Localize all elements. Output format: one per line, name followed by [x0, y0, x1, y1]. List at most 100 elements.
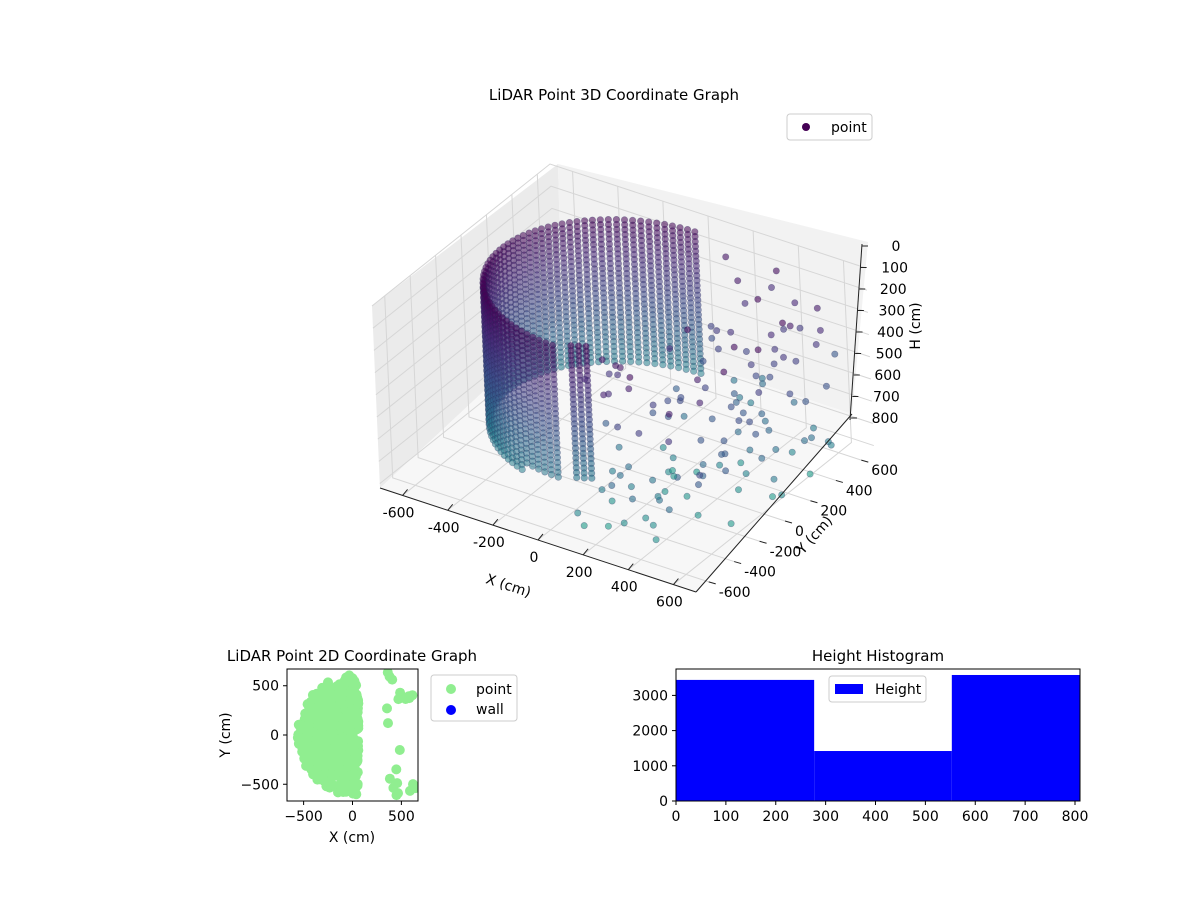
x-tick-label: 200 [566, 565, 593, 581]
point-2d [319, 776, 330, 787]
point-3d [670, 472, 678, 480]
point-2d [349, 753, 360, 764]
point-3d [635, 358, 643, 366]
x-axis-label-3d: X (cm) [484, 571, 533, 601]
point-3d [802, 397, 810, 405]
point-3d [573, 473, 581, 482]
point-3d [767, 283, 775, 291]
point-3d [659, 361, 667, 369]
plot-frame-histogram [675, 668, 1081, 802]
point-2d [308, 769, 319, 780]
point-2d [320, 706, 331, 717]
y-tick-label-hist: 2000 [632, 724, 668, 740]
x-tick-label-hist: 800 [1062, 809, 1089, 825]
legend-3d-marker [802, 123, 810, 131]
point-3d [643, 359, 651, 367]
x-tick-mark [673, 578, 679, 585]
point-3d [518, 465, 526, 474]
point-3d [771, 345, 779, 353]
grid-line-x [447, 186, 627, 511]
point-2d [338, 678, 349, 689]
point-2d [345, 780, 356, 791]
point-3d [752, 430, 760, 438]
grid-line-y [409, 275, 735, 563]
x-tick-mark [537, 533, 544, 541]
point-3d [697, 369, 705, 378]
point-3d [625, 385, 633, 393]
y-tick-label: 200 [820, 504, 847, 520]
point-3d [767, 331, 775, 339]
point-3d [665, 438, 673, 446]
legend-3d-box [786, 113, 873, 141]
point-2d [335, 692, 346, 703]
point-3d [651, 360, 659, 368]
point-3d [672, 385, 680, 393]
point-3d [742, 347, 750, 355]
histogram-bar [814, 751, 952, 801]
x-tick-label: 400 [611, 580, 638, 596]
point-2d [313, 729, 324, 740]
point-3d [739, 409, 747, 417]
point-3d [730, 390, 738, 398]
point-3d [652, 536, 660, 544]
point-2d [384, 773, 395, 784]
point-3d [694, 481, 702, 489]
point-2d [345, 734, 356, 745]
histogram-bars [676, 674, 1080, 801]
point-3d [722, 253, 730, 261]
point-3d [717, 450, 725, 458]
point-3d [790, 398, 798, 406]
y-tick-label-hist: 1000 [632, 759, 668, 775]
y-tick-mark [734, 561, 742, 565]
legend-3d: point [786, 113, 873, 141]
x-tick-mark [402, 489, 408, 496]
point-3d [707, 322, 715, 330]
x-tick-mark [447, 503, 454, 511]
point-3d [816, 326, 824, 334]
point-2d [314, 718, 324, 729]
point-3d [720, 368, 728, 376]
point-3d [807, 434, 815, 442]
x-tick-label-hist: 400 [862, 809, 889, 825]
point-2d [294, 732, 304, 743]
x-tick-label-hist: 200 [762, 809, 789, 825]
point-3d [625, 463, 633, 471]
ticks-3d: -600 -400 -200 0 200 400 600 -600 -400 -200 0 200 40… [383, 239, 908, 611]
z-axis-line [849, 243, 863, 421]
point-2d [314, 757, 325, 768]
y-tick-mark [835, 479, 843, 483]
point-3d [747, 361, 755, 369]
point-3d [574, 509, 582, 517]
point-3d [666, 344, 674, 352]
z-tick-label: 400 [877, 325, 904, 341]
point-3d [791, 299, 799, 307]
z-tick-label: 600 [874, 368, 901, 384]
x-tick-label: -200 [473, 535, 505, 551]
point-3d [604, 522, 612, 530]
grid-line-x [627, 245, 807, 571]
point-3d [786, 390, 794, 398]
point-3d [737, 459, 745, 467]
point-3d [580, 522, 588, 530]
legend-2d-label-wall: wall [476, 702, 504, 718]
point-3d [735, 417, 743, 425]
y-tick-label: 600 [871, 463, 898, 479]
point-3d [614, 371, 622, 379]
y-tick-label-2d: 500 [252, 679, 279, 695]
histogram-bar [951, 674, 1080, 801]
point-2d [335, 748, 346, 759]
point-3d [754, 346, 762, 354]
point-3d [701, 384, 709, 392]
point-2d [393, 694, 404, 705]
point-3d [809, 424, 817, 432]
point-2d [337, 764, 348, 775]
y-tick-mark [810, 500, 818, 504]
x-tick-label-hist: 500 [912, 809, 939, 825]
point-2d [347, 694, 357, 705]
point-3d [683, 492, 691, 500]
point-3d [618, 357, 627, 365]
point-3d [581, 375, 589, 383]
point-3d [554, 473, 562, 481]
point-2d [301, 760, 312, 771]
point-3d [758, 454, 766, 462]
